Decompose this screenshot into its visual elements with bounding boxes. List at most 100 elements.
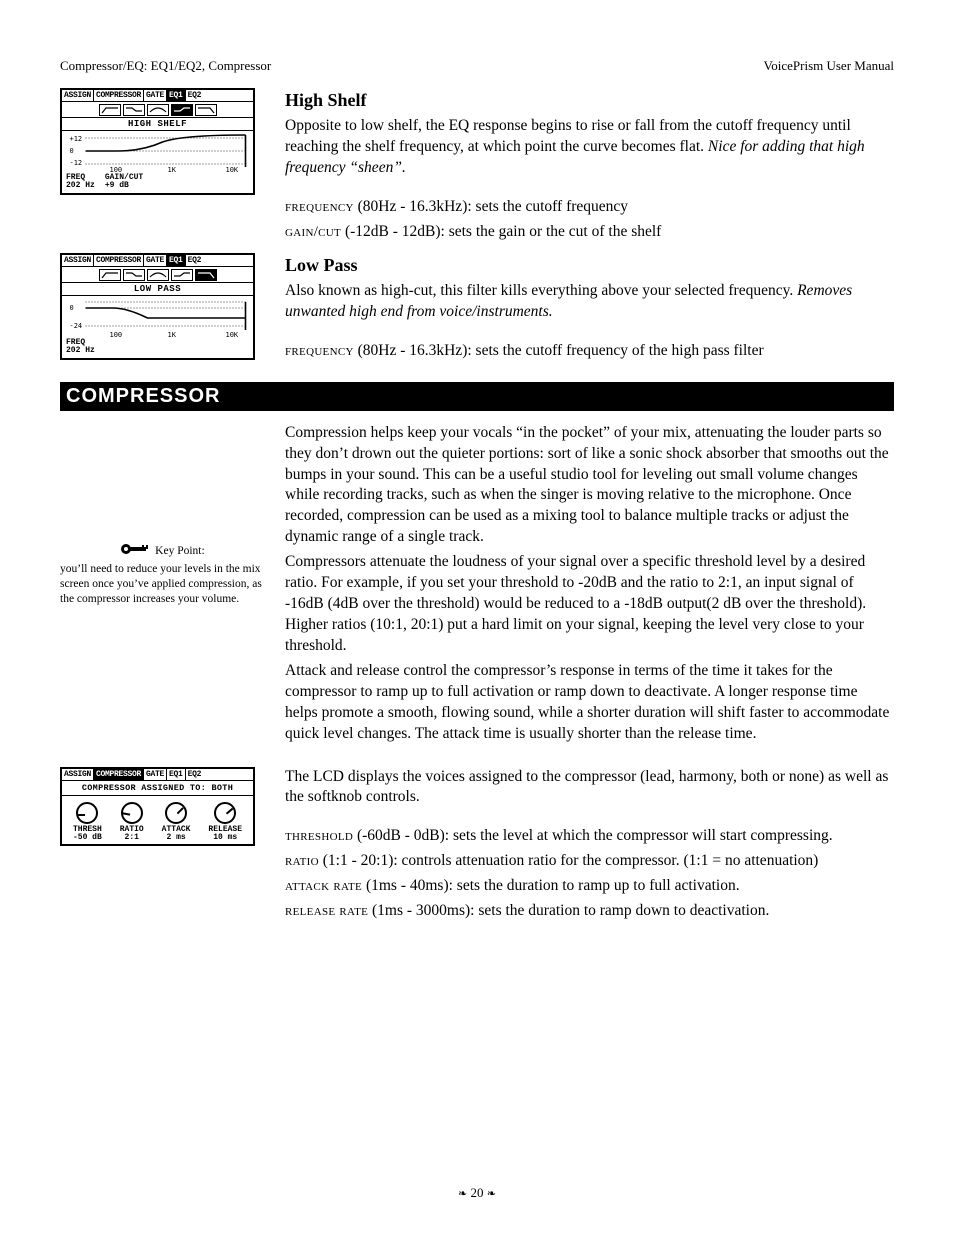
parametric-icon	[147, 104, 169, 116]
lcd-tab-compressor: COMPRESSOR	[94, 255, 144, 266]
key-icon	[120, 543, 148, 560]
param-name: threshold	[285, 828, 353, 844]
lcd-tab-gate: GATE	[144, 255, 167, 266]
highshelf-icon	[171, 269, 193, 281]
knob-ratio: RATIO2:1	[120, 802, 144, 843]
body-text: Also known as high-cut, this filter kill…	[285, 282, 793, 299]
keypoint-label: Key Point:	[155, 545, 205, 557]
knob-value: 10 ms	[213, 834, 237, 842]
param-value: 202 Hz	[66, 182, 95, 190]
highshelf-icon	[171, 104, 193, 116]
lowpass-icon	[195, 269, 217, 281]
body-text: Compression helps keep your vocals “in t…	[285, 423, 894, 549]
parametric-icon	[147, 269, 169, 281]
param-name: frequency	[285, 343, 354, 359]
lcd-tabs: ASSIGN COMPRESSOR GATE EQ1 EQ2	[62, 90, 253, 102]
knob-icon	[76, 802, 98, 824]
page-number: ❧ 20 ❧	[0, 1185, 954, 1201]
page-header: Compressor/EQ: EQ1/EQ2, Compressor Voice…	[60, 58, 894, 74]
section-title-lowpass: Low Pass	[285, 253, 894, 277]
lcd-tab-eq2: EQ2	[186, 255, 204, 266]
lcd-tab-gate: GATE	[144, 769, 167, 780]
page-number-value: 20	[471, 1185, 484, 1200]
lcd-graph: +12 0 -12 100 1K 10K	[62, 131, 253, 173]
ornament-icon: ❧	[458, 1188, 467, 1200]
keypoint-text: you’ll need to reduce your levels in the…	[60, 562, 265, 607]
param-name: frequency	[285, 199, 354, 215]
xtick: 10K	[226, 166, 239, 173]
lcd-subtitle: COMPRESSOR ASSIGNED TO: BOTH	[62, 781, 253, 796]
header-left: Compressor/EQ: EQ1/EQ2, Compressor	[60, 58, 271, 74]
knob-value: 2 ms	[166, 834, 185, 842]
body-text: Attack and release control the compresso…	[285, 661, 894, 745]
lcd-tab-assign: ASSIGN	[62, 769, 94, 780]
xtick: 1K	[168, 331, 177, 338]
lcd-tab-compressor: COMPRESSOR	[94, 769, 144, 780]
lcd-footer: FREQ202 Hz GAIN/CUT+9 dB	[62, 173, 253, 193]
knob-thresh: THRESH-50 dB	[73, 802, 102, 843]
xtick: 100	[110, 331, 123, 338]
lcd-low-pass: ASSIGN COMPRESSOR GATE EQ1 EQ2 LOW PASS …	[60, 253, 255, 360]
ytick: 0	[70, 304, 74, 312]
body-text: The LCD displays the voices assigned to …	[285, 767, 894, 809]
knob-icon	[121, 802, 143, 824]
body-text: Compressors attenuate the loudness of yo…	[285, 552, 894, 657]
param-desc: (-60dB - 0dB): sets the level at which t…	[353, 827, 833, 844]
lcd-knobs: THRESH-50 dB RATIO2:1 ATTACK2 ms RELEASE…	[62, 796, 253, 845]
highpass-icon	[99, 269, 121, 281]
lcd-tab-eq2: EQ2	[186, 90, 204, 101]
lcd-high-shelf: ASSIGN COMPRESSOR GATE EQ1 EQ2 HIGH SHEL…	[60, 88, 255, 195]
ytick: -24	[70, 322, 83, 330]
lcd-tab-eq1: EQ1	[167, 90, 186, 101]
lcd-tab-eq1: EQ1	[167, 769, 186, 780]
lcd-title: LOW PASS	[62, 283, 253, 296]
lcd-tab-assign: ASSIGN	[62, 90, 94, 101]
param-desc: (1ms - 3000ms): sets the duration to ram…	[368, 902, 769, 919]
param-name: release rate	[285, 903, 368, 919]
lcd-graph: 0 -24 100 1K 10K	[62, 296, 253, 338]
ytick: +12	[70, 135, 83, 143]
param-value: 202 Hz	[66, 347, 95, 355]
lcd-tab-eq2: EQ2	[186, 769, 204, 780]
knob-icon	[165, 802, 187, 824]
lowshelf-icon	[123, 269, 145, 281]
ornament-icon: ❧	[487, 1188, 496, 1200]
lcd-tabs: ASSIGN COMPRESSOR GATE EQ1 EQ2	[62, 255, 253, 267]
section-bar-compressor: COMPRESSOR	[60, 382, 894, 411]
xtick: 10K	[226, 331, 239, 338]
lcd-tab-eq1: EQ1	[167, 255, 186, 266]
param-name: attack rate	[285, 878, 362, 894]
header-right: VoicePrism User Manual	[764, 58, 894, 74]
param-desc: (80Hz - 16.3kHz): sets the cutoff freque…	[354, 198, 628, 215]
knob-value: -50 dB	[73, 834, 102, 842]
lowpass-icon	[195, 104, 217, 116]
param-name: ratio	[285, 853, 319, 869]
param-desc: (1:1 - 20:1): controls attenuation ratio…	[319, 852, 818, 869]
lcd-compressor: ASSIGN COMPRESSOR GATE EQ1 EQ2 COMPRESSO…	[60, 767, 255, 847]
param-desc: (-12dB - 12dB): sets the gain or the cut…	[341, 223, 661, 240]
lcd-title: HIGH SHELF	[62, 118, 253, 131]
param-name: gain/cut	[285, 224, 341, 240]
knob-attack: ATTACK2 ms	[162, 802, 191, 843]
param-desc: (1ms - 40ms): sets the duration to ramp …	[362, 877, 740, 894]
ytick: -12	[70, 159, 83, 167]
knob-release: RELEASE10 ms	[208, 802, 242, 843]
knob-value: 2:1	[125, 834, 139, 842]
lcd-tab-gate: GATE	[144, 90, 167, 101]
xtick: 100	[110, 166, 123, 173]
param-desc: (80Hz - 16.3kHz): sets the cutoff freque…	[354, 342, 764, 359]
lcd-tabs: ASSIGN COMPRESSOR GATE EQ1 EQ2	[62, 769, 253, 781]
lowshelf-icon	[123, 104, 145, 116]
lcd-filter-icons	[62, 267, 253, 283]
lcd-tab-compressor: COMPRESSOR	[94, 90, 144, 101]
highpass-icon	[99, 104, 121, 116]
knob-icon	[214, 802, 236, 824]
xtick: 1K	[168, 166, 177, 173]
param-value: +9 dB	[105, 182, 143, 190]
ytick: 0	[70, 147, 74, 155]
lcd-footer: FREQ202 Hz	[62, 338, 253, 358]
lcd-tab-assign: ASSIGN	[62, 255, 94, 266]
section-title-highshelf: High Shelf	[285, 88, 894, 112]
lcd-filter-icons	[62, 102, 253, 118]
keypoint-block: Key Point: you’ll need to reduce your le…	[60, 543, 265, 607]
